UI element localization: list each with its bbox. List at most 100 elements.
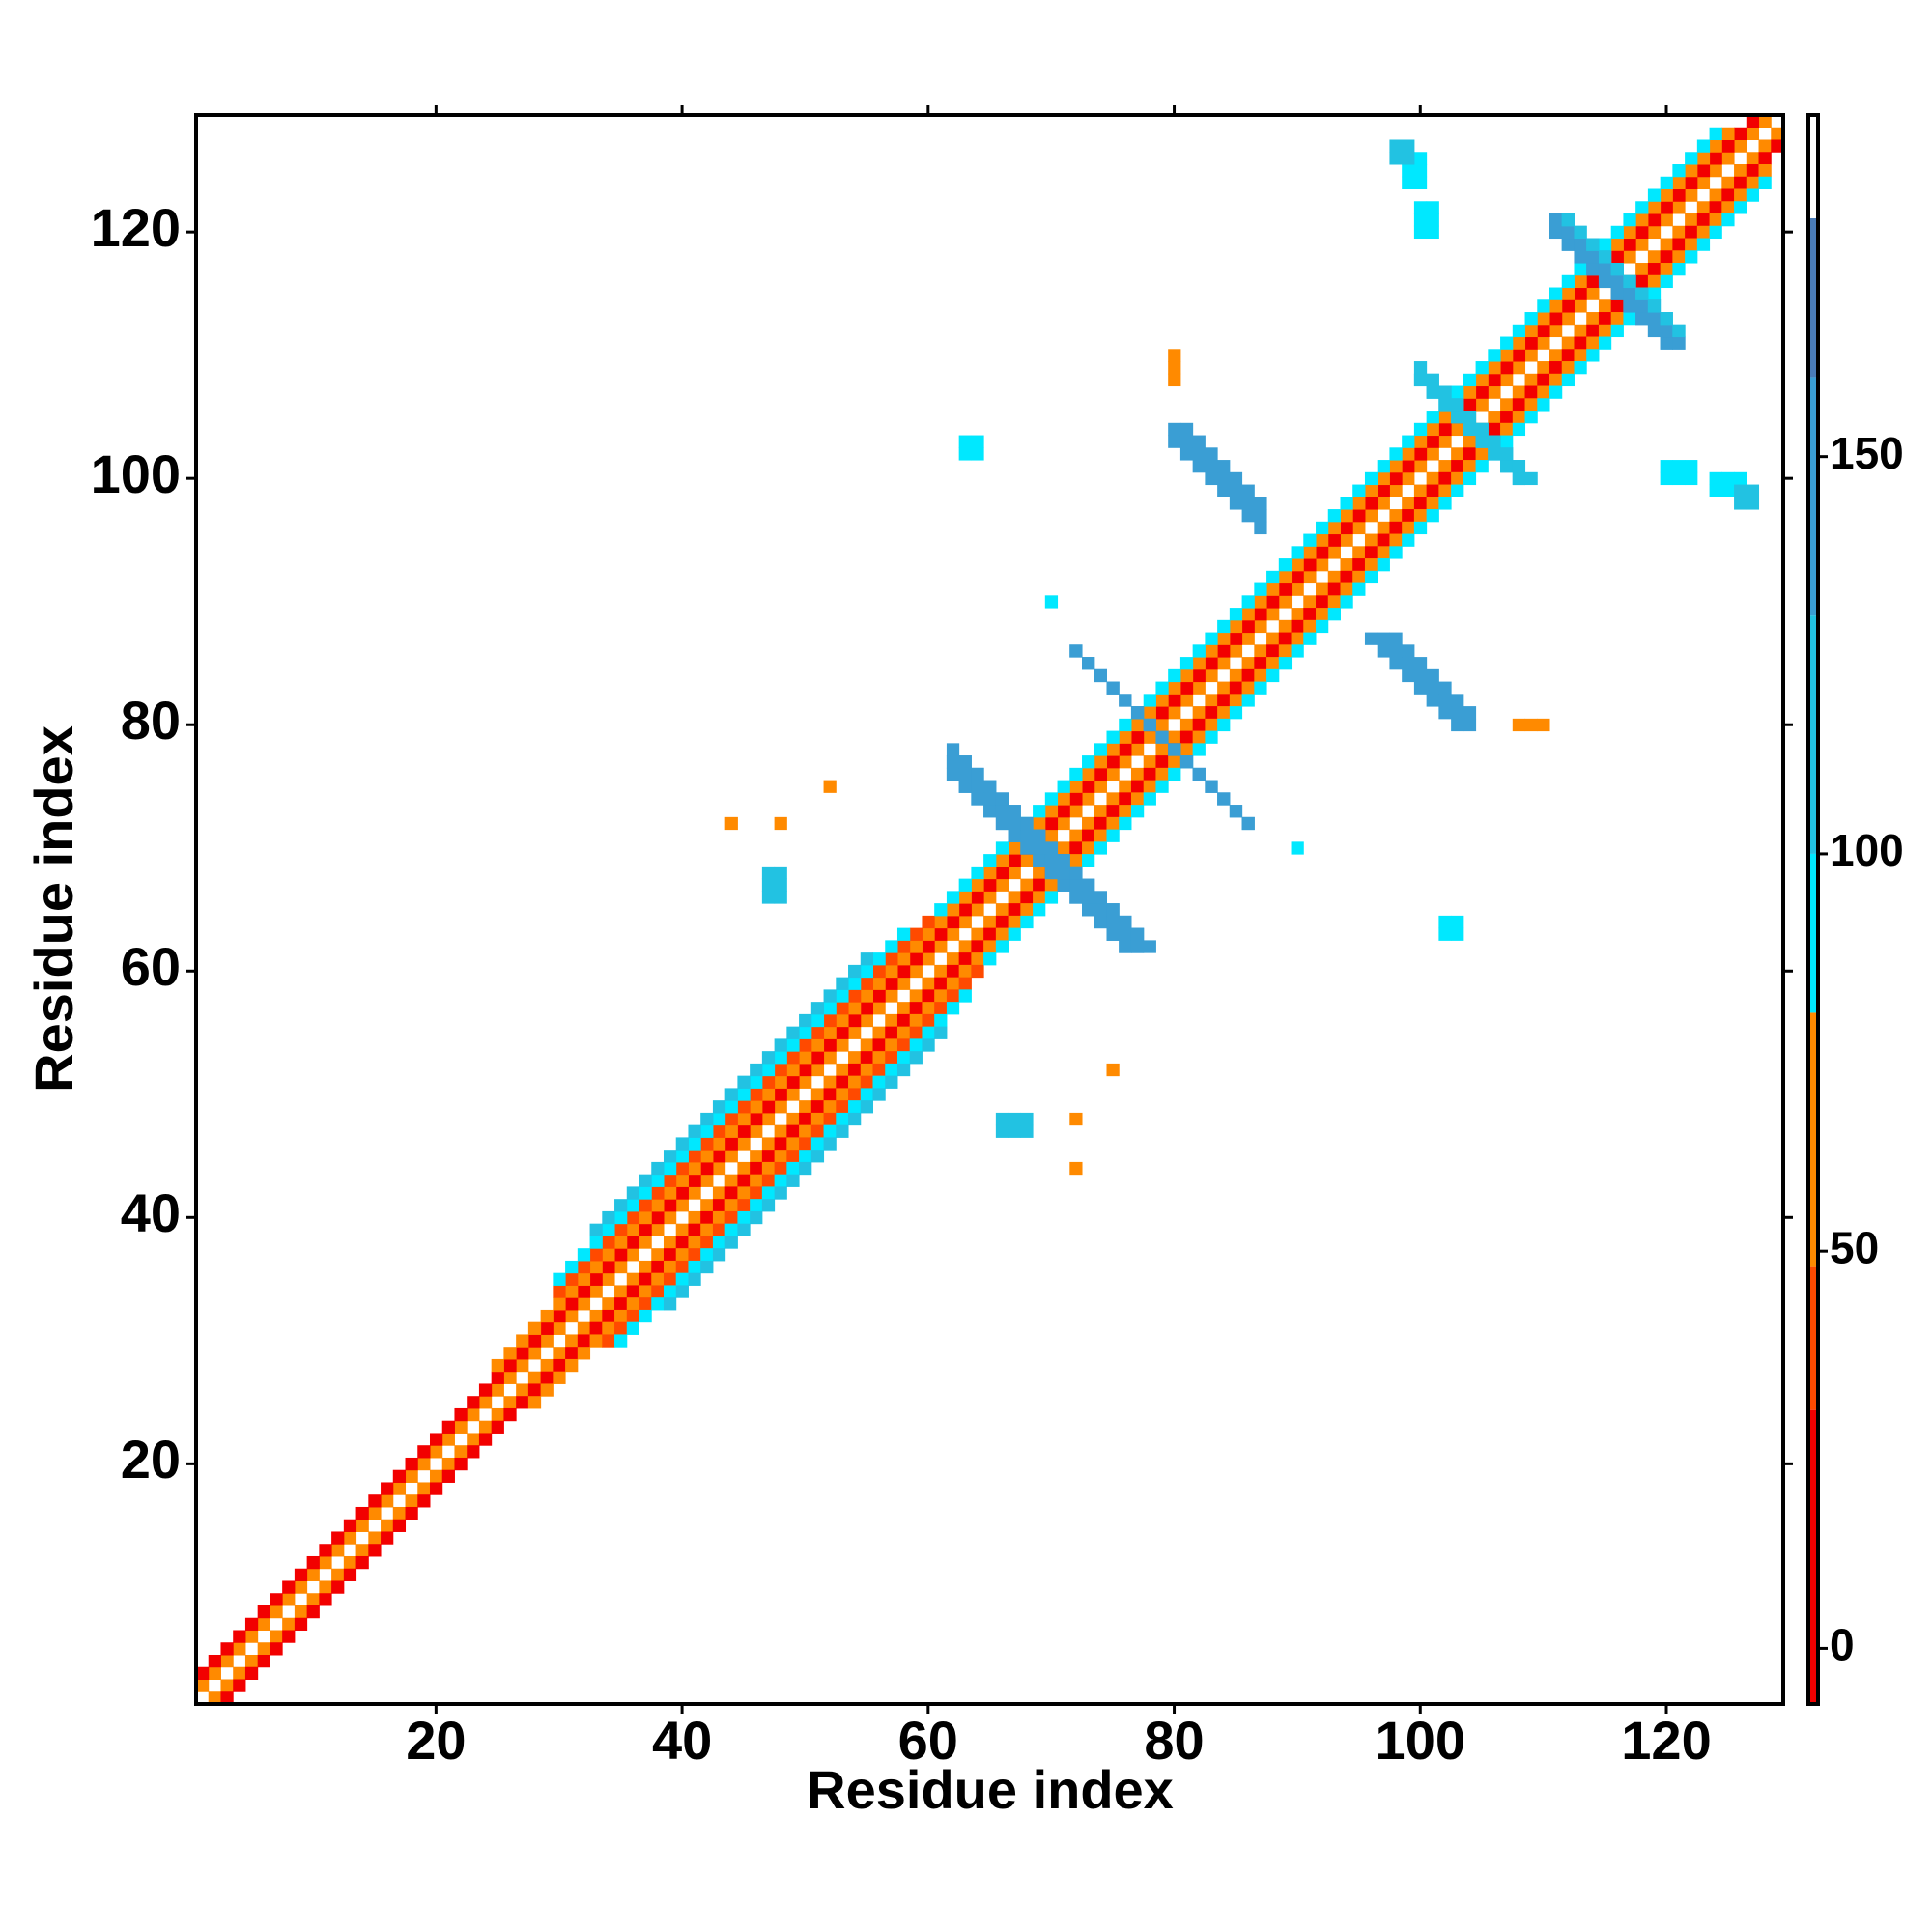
- cell: [405, 1457, 418, 1471]
- cell: [761, 1186, 776, 1200]
- cell: [1008, 915, 1021, 929]
- cell: [872, 964, 886, 979]
- cell: [1155, 730, 1169, 744]
- cell: [1241, 668, 1255, 683]
- cell: [750, 1088, 763, 1101]
- cell: [651, 1174, 665, 1187]
- cell: [860, 1100, 874, 1114]
- cell: [885, 977, 898, 990]
- cell: [774, 1088, 787, 1101]
- cell: [1537, 312, 1550, 326]
- cell: [565, 1347, 579, 1360]
- cell: [1044, 816, 1059, 831]
- cell: [1291, 619, 1304, 634]
- cell: [1475, 422, 1489, 437]
- cell: [1130, 706, 1145, 720]
- cell: [1033, 866, 1046, 880]
- cell: [872, 1026, 886, 1039]
- cell: [270, 1605, 283, 1619]
- cell: [1377, 632, 1390, 645]
- cell: [1340, 497, 1353, 510]
- cell: [823, 1026, 837, 1039]
- cell: [983, 780, 997, 793]
- cell: [577, 1248, 591, 1262]
- cell: [1008, 927, 1021, 941]
- cell: [540, 1334, 554, 1348]
- cell: [540, 1309, 554, 1323]
- cell: [848, 1026, 862, 1039]
- cell: [737, 1161, 751, 1176]
- cell: [1119, 927, 1132, 941]
- cell: [368, 1531, 382, 1545]
- cell: [1574, 225, 1587, 240]
- cell: [1537, 336, 1550, 350]
- cell: [1672, 336, 1686, 350]
- cell: [810, 1038, 825, 1052]
- cell: [1241, 657, 1255, 670]
- cell: [540, 1321, 554, 1335]
- cell: [1044, 854, 1059, 867]
- cell: [1192, 435, 1206, 448]
- cell: [896, 940, 911, 953]
- cell: [1696, 152, 1711, 165]
- cell: [1413, 361, 1428, 375]
- cell: [1106, 743, 1120, 756]
- cell: [1635, 201, 1649, 214]
- cell: [1106, 767, 1120, 781]
- cell: [1303, 632, 1317, 645]
- cell: [1069, 1161, 1083, 1176]
- cell: [1082, 903, 1095, 917]
- cell: [1647, 274, 1662, 289]
- cell: [971, 964, 984, 979]
- cell: [1463, 385, 1477, 399]
- cell: [712, 1199, 726, 1212]
- cell: [355, 1555, 369, 1570]
- cell: [1426, 681, 1439, 695]
- cell: [1623, 213, 1636, 227]
- cell: [1451, 471, 1464, 486]
- cell: [1377, 558, 1390, 572]
- cell: [799, 1137, 812, 1151]
- cell: [1229, 706, 1243, 720]
- cell: [958, 977, 972, 990]
- cell: [1709, 213, 1722, 227]
- cell: [1094, 903, 1107, 917]
- cell: [1734, 139, 1747, 153]
- cell: [1598, 250, 1612, 264]
- cell: [1168, 349, 1181, 362]
- cell: [823, 1100, 837, 1114]
- cell: [1327, 533, 1341, 547]
- cell: [1512, 718, 1526, 732]
- cell: [860, 964, 874, 979]
- cell: [651, 1161, 665, 1176]
- cell: [786, 1088, 800, 1101]
- cell: [836, 989, 849, 1003]
- cell: [577, 1321, 591, 1335]
- cell: [565, 1297, 579, 1311]
- cell: [392, 1506, 407, 1520]
- cell: [220, 1642, 234, 1656]
- cell: [1647, 188, 1662, 202]
- cell: [639, 1285, 652, 1298]
- cell: [737, 1199, 751, 1212]
- cell: [1082, 829, 1095, 842]
- cell: [1721, 213, 1735, 227]
- cell: [1635, 299, 1649, 313]
- cell: [1057, 792, 1070, 806]
- cell: [355, 1506, 369, 1520]
- cell: [1451, 718, 1464, 732]
- colorbar-segment: [1808, 115, 1818, 218]
- cell: [651, 1186, 665, 1200]
- cell: [995, 854, 1009, 867]
- cell: [516, 1334, 529, 1348]
- cell: [1672, 263, 1686, 276]
- cell: [1241, 632, 1255, 645]
- cell: [429, 1482, 443, 1495]
- cell: [971, 940, 984, 953]
- cell: [750, 1063, 763, 1077]
- x-tick-label: 120: [1621, 1710, 1711, 1771]
- cell: [663, 1285, 677, 1298]
- cell: [1352, 497, 1366, 510]
- cell: [1402, 176, 1415, 190]
- cell: [724, 1088, 738, 1101]
